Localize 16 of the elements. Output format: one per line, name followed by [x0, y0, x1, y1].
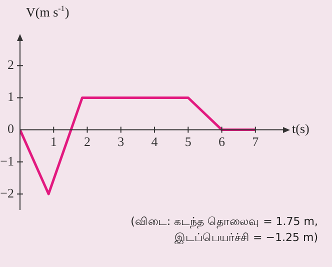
x-tick-label: 4 — [151, 134, 158, 150]
x-tick-label: 2 — [84, 134, 91, 150]
x-axis-title: t(s) — [292, 120, 310, 137]
y-axis-title: V(m s$^{-1}$) — [26, 4, 70, 20]
x-tick-label: 6 — [218, 134, 226, 150]
text: இடப்பெயர்ச்சி = −1.25 m) — [174, 230, 318, 246]
x-tick-label: 5 — [184, 134, 192, 150]
y-tick-label: 0 — [8, 121, 14, 136]
y-tick-label: −2 — [0, 185, 14, 200]
y-tick-label: 1 — [8, 89, 14, 104]
y-tick-label: 2 — [8, 57, 14, 72]
y-tick-label: −1 — [0, 153, 14, 168]
x-tick-label: 7 — [252, 134, 260, 150]
x-tick-label: 1 — [50, 134, 57, 150]
x-tick-label: 3 — [118, 134, 124, 150]
text: (விடை: கடந்த தொலைவு = 1.75 m, — [130, 214, 318, 230]
